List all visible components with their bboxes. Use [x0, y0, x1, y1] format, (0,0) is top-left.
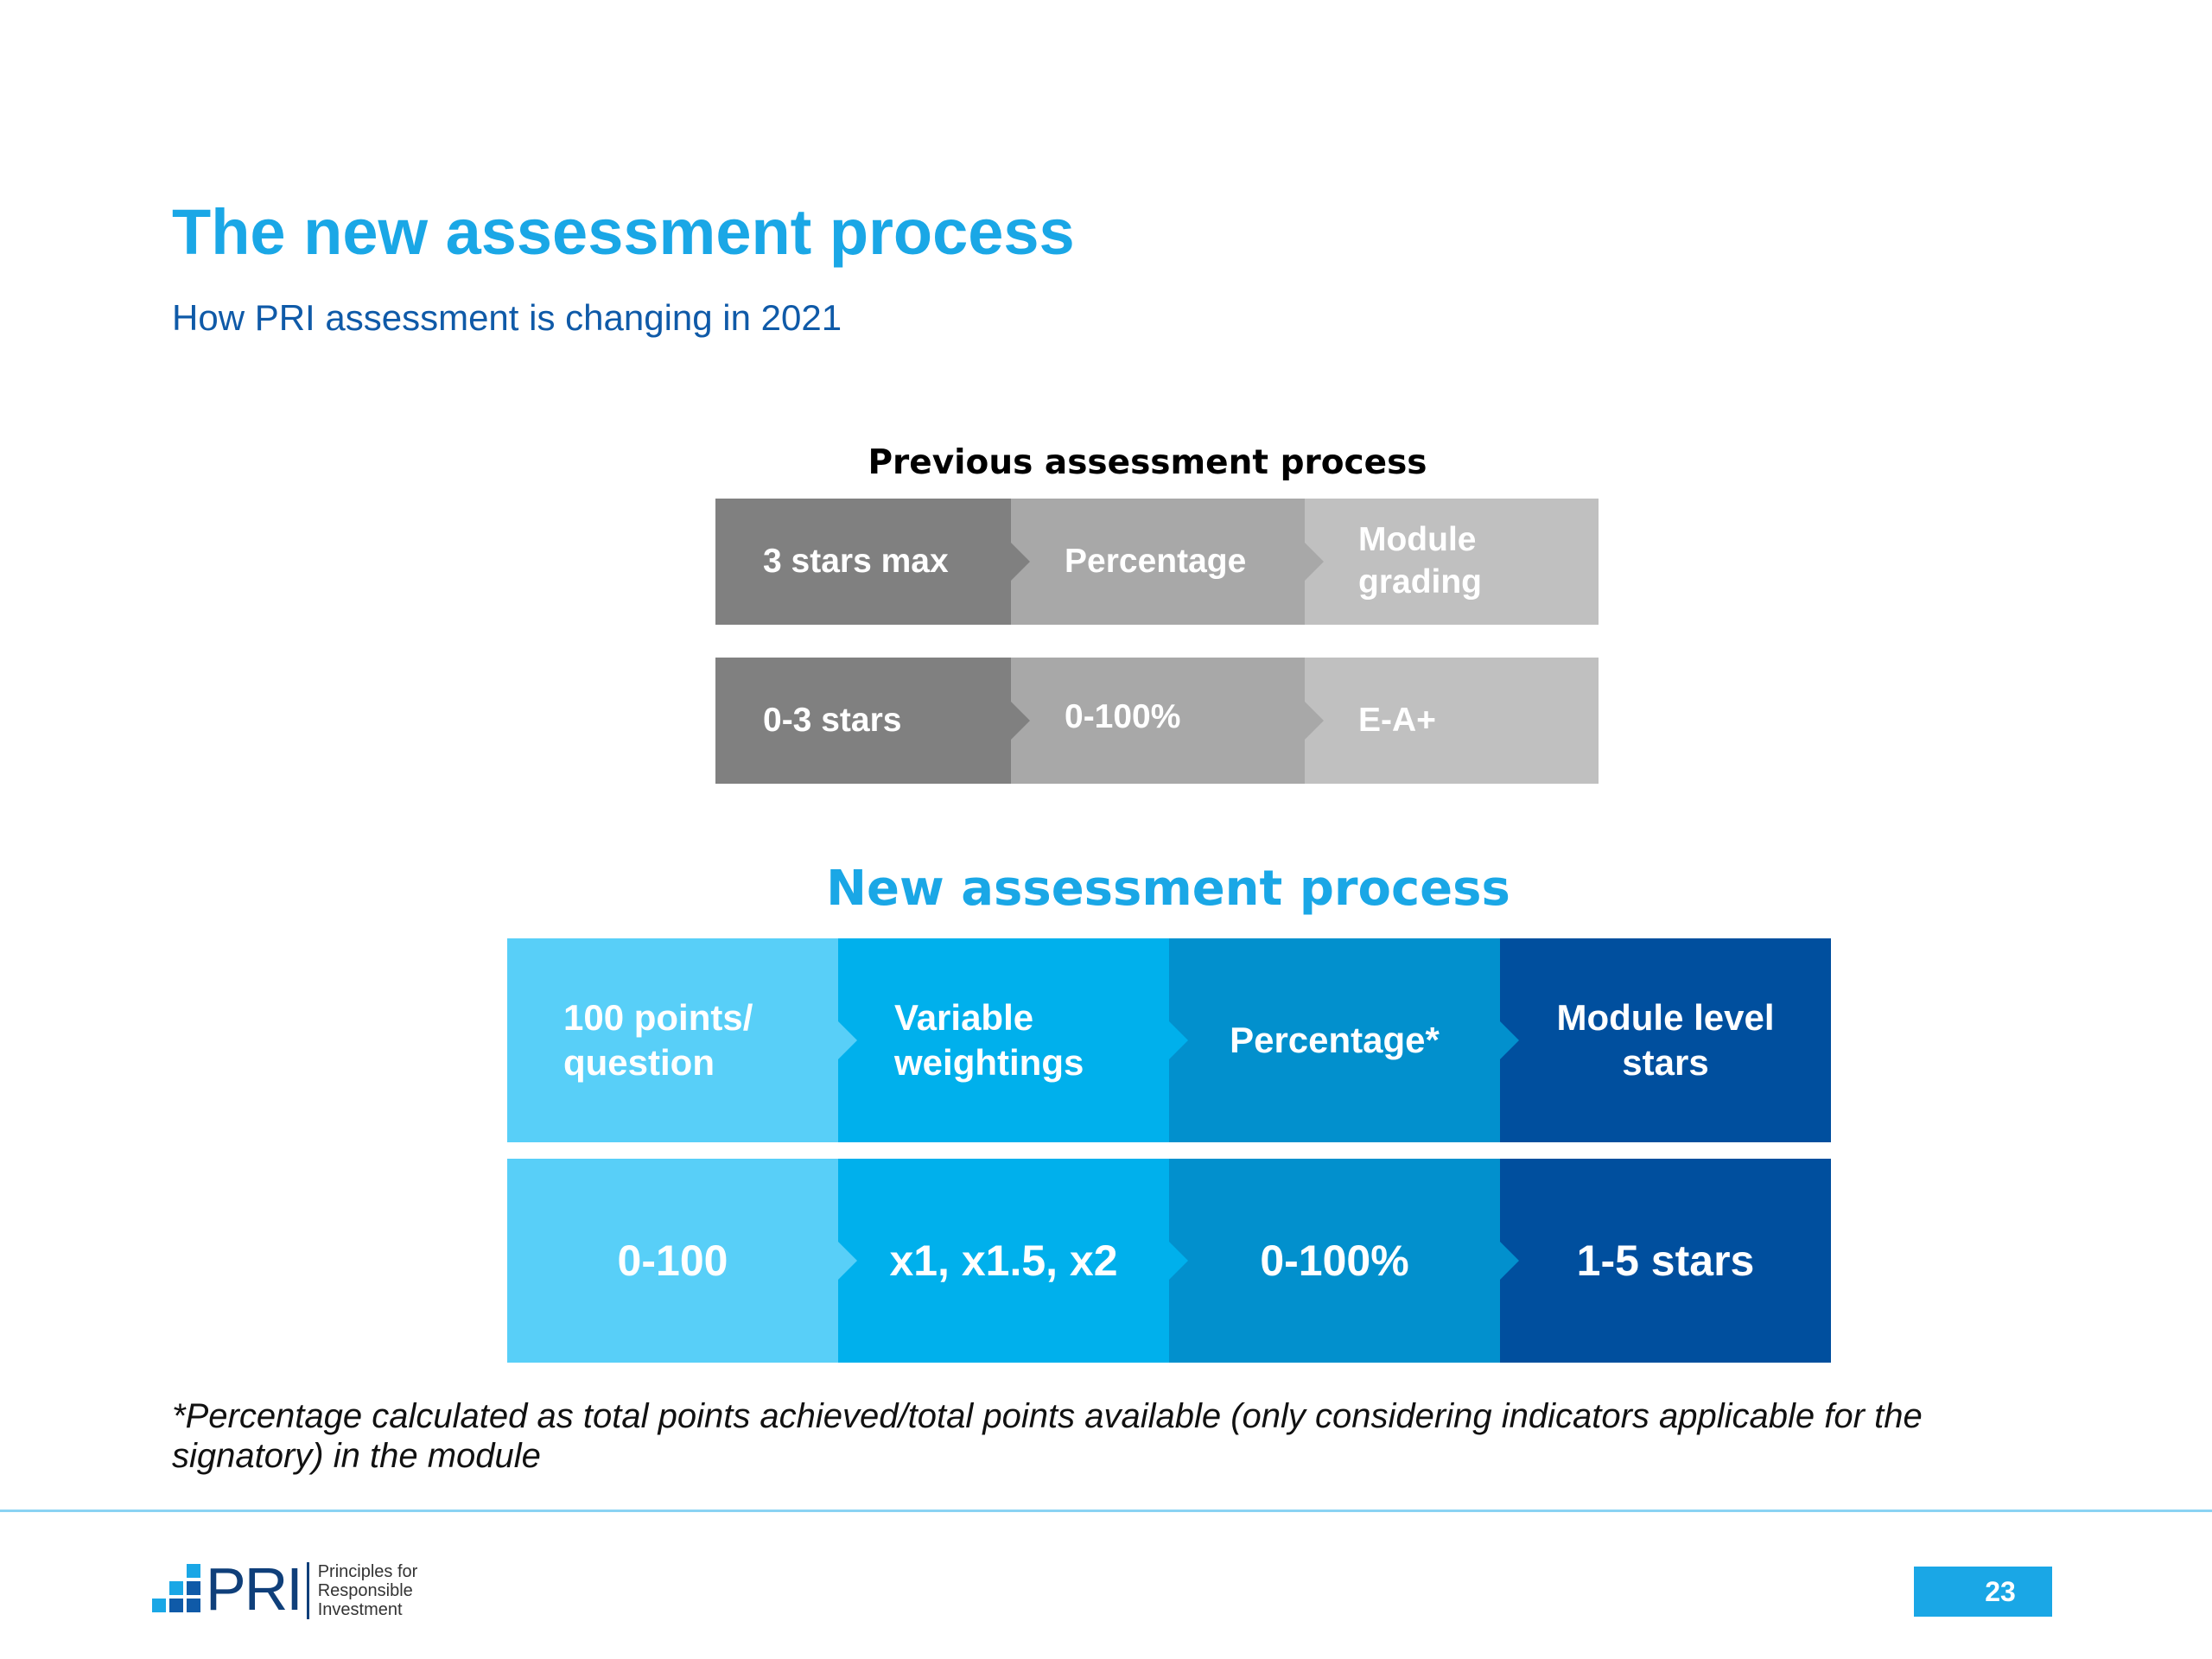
- prev-cell-percentage-text: Percentage: [1065, 543, 1247, 580]
- prev-cell-module-grading-text: Module grading: [1358, 521, 1482, 601]
- prev-cell-0-100-percent: 0-100%: [1011, 658, 1305, 784]
- prev-cell-grade-range-text: E-A+: [1358, 701, 1436, 739]
- new-cell-points-per-question: 100 points/ question: [507, 938, 838, 1142]
- prev-cell-stars-max-text: 3 stars max: [763, 543, 949, 580]
- new-cell-variable-weightings: Variable weightings: [838, 938, 1169, 1142]
- prev-cell-module-grading: Module grading: [1305, 499, 1599, 625]
- new-cell-0-100-text: 0-100: [617, 1236, 728, 1285]
- new-cell-percentage: Percentage*: [1169, 938, 1500, 1142]
- pri-logo-text: Principles for Responsible Investment: [318, 1562, 418, 1619]
- page-number: 23: [1914, 1567, 2052, 1617]
- previous-process-heading: Previous assessment process: [868, 443, 1427, 482]
- prev-cell-0-3-stars: 0-3 stars: [715, 658, 1011, 784]
- new-cell-weights-text: x1, x1.5, x2: [889, 1236, 1118, 1285]
- prev-cell-stars-max: 3 stars max: [715, 499, 1011, 625]
- pri-logo-line-3: Investment: [317, 1600, 403, 1619]
- pri-logo-line-1: Principles for: [317, 1562, 418, 1581]
- new-cell-module-level-stars-text: Module level stars: [1556, 996, 1775, 1084]
- prev-cell-grade-range: E-A+: [1305, 658, 1599, 784]
- new-process-row-values: 0-100 x1, x1.5, x2 0-100% 1-5 stars: [507, 1159, 1831, 1363]
- prev-cell-0-100-percent-text: 0-100%: [1065, 698, 1181, 735]
- new-cell-weights: x1, x1.5, x2: [838, 1159, 1169, 1363]
- pri-logo-squares-icon: [152, 1564, 200, 1612]
- prev-cell-percentage: Percentage: [1011, 499, 1305, 625]
- new-cell-module-level-stars: Module level stars: [1500, 938, 1831, 1142]
- new-cell-percentage-text: Percentage*: [1230, 1019, 1440, 1060]
- pri-logo-wordmark: PRI: [206, 1555, 303, 1623]
- new-cell-1-5-stars-text: 1-5 stars: [1576, 1236, 1755, 1285]
- new-process-heading: New assessment process: [826, 861, 1510, 917]
- previous-process-row-values: 0-3 stars 0-100% E-A+: [715, 658, 1599, 784]
- new-cell-0-100-percent-text: 0-100%: [1260, 1236, 1409, 1285]
- slide-subtitle: How PRI assessment is changing in 2021: [172, 297, 842, 338]
- footnote: *Percentage calculated as total points a…: [172, 1397, 1923, 1475]
- new-cell-points-per-question-text: 100 points/ question: [563, 996, 753, 1084]
- new-process-row-labels: 100 points/ question Variable weightings…: [507, 938, 1831, 1142]
- pri-logo-separator: [306, 1562, 309, 1619]
- pri-logo-line-2: Responsible: [317, 1581, 413, 1600]
- new-cell-0-100: 0-100: [507, 1159, 838, 1363]
- previous-process-row-labels: 3 stars max Percentage Module grading: [715, 499, 1599, 625]
- new-cell-1-5-stars: 1-5 stars: [1500, 1159, 1831, 1363]
- new-cell-variable-weightings-text: Variable weightings: [894, 996, 1084, 1084]
- pri-logo: PRI Principles for Responsible Investmen…: [149, 1555, 418, 1623]
- slide-title: The new assessment process: [172, 196, 1075, 268]
- new-cell-0-100-percent: 0-100%: [1169, 1159, 1500, 1363]
- footer-divider: [0, 1510, 2212, 1512]
- prev-cell-0-3-stars-text: 0-3 stars: [763, 702, 902, 739]
